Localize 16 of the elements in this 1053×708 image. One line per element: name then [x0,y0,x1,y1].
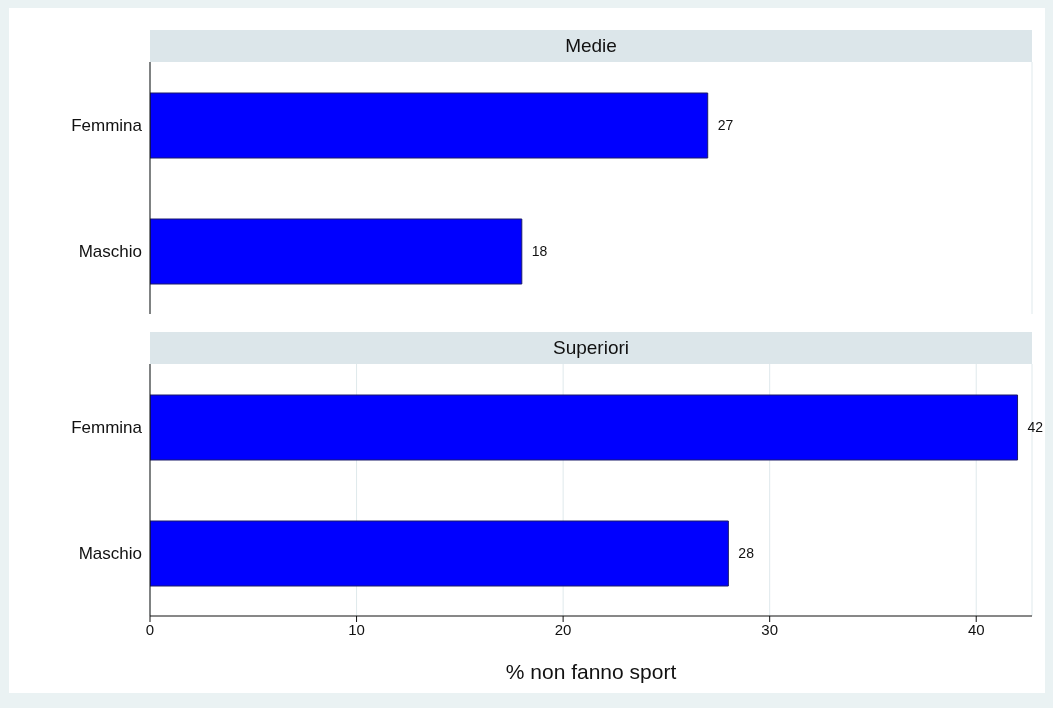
data-label: 18 [531,243,548,260]
x-tick-label: 10 [348,620,365,638]
x-axis-title: % non fanno sport [504,660,678,684]
x-tick-label: 20 [554,620,572,638]
y-tick-label: Maschio [78,544,142,564]
y-tick-label: Maschio [78,242,142,262]
data-label: 42 [1027,419,1044,436]
x-tick-label: 0 [145,620,155,638]
y-tick-label: Femmina [71,116,143,136]
data-label: 28 [738,545,755,562]
x-tick-label: 40 [967,620,985,638]
x-tick-label: 30 [761,620,779,638]
chart-title: Medie [150,30,1032,62]
y-tick-label: Femmina [71,418,143,438]
chart-title: Superiori [150,332,1032,364]
data-label: 27 [717,117,734,134]
